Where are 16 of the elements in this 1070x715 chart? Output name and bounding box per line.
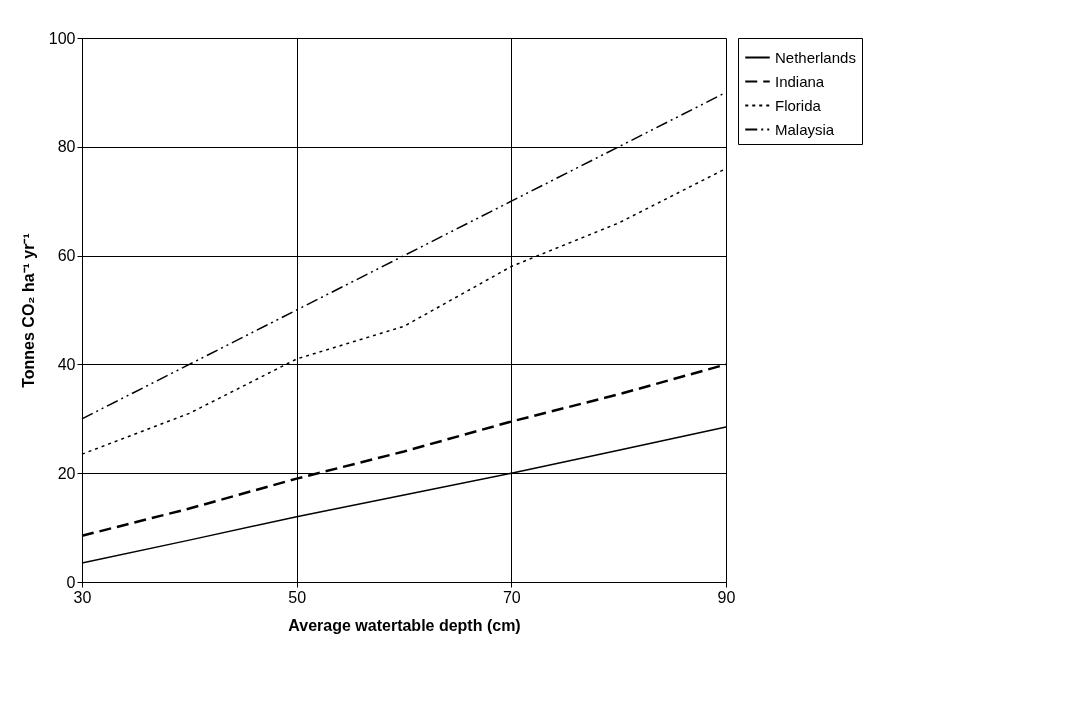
x-tick-label: 90 xyxy=(717,588,736,606)
x-tick-label: 70 xyxy=(502,588,521,606)
y-tick-label: 60 xyxy=(57,247,76,265)
y-tick-label: 20 xyxy=(57,464,76,482)
legend-label: Florida xyxy=(775,96,822,114)
y-tick-label: 0 xyxy=(66,573,76,591)
y-tick-label: 100 xyxy=(48,29,76,47)
legend-label: Malaysia xyxy=(775,120,835,138)
y-axis-title: Tonnes CO₂ ha⁻¹ yr⁻¹ xyxy=(19,233,37,388)
x-tick-label: 30 xyxy=(73,588,92,606)
x-axis-title: Average watertable depth (cm) xyxy=(288,616,521,634)
x-tick-label: 50 xyxy=(288,588,307,606)
legend-label: Netherlands xyxy=(775,48,856,66)
y-tick-label: 40 xyxy=(57,355,76,373)
legend-label: Indiana xyxy=(775,72,825,90)
y-tick-label: 80 xyxy=(57,138,76,156)
